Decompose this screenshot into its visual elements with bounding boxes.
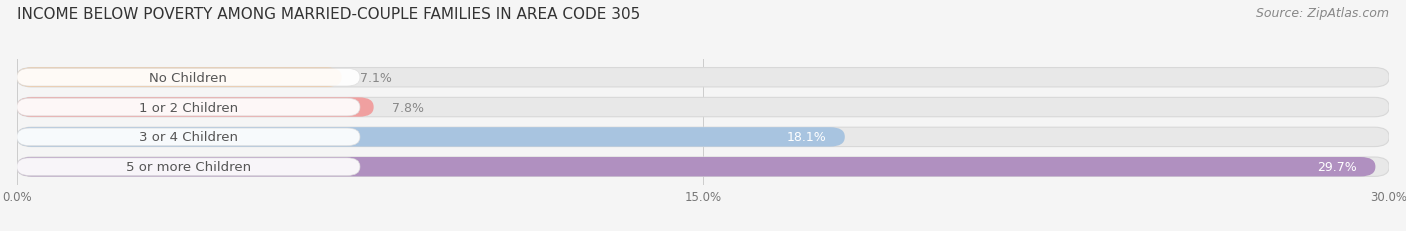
FancyBboxPatch shape: [17, 68, 1389, 88]
FancyBboxPatch shape: [17, 98, 1389, 117]
FancyBboxPatch shape: [17, 69, 360, 87]
Text: 18.1%: 18.1%: [787, 131, 827, 144]
Text: 7.8%: 7.8%: [392, 101, 425, 114]
FancyBboxPatch shape: [17, 128, 1389, 147]
FancyBboxPatch shape: [17, 98, 374, 117]
FancyBboxPatch shape: [17, 157, 1375, 177]
Text: 3 or 4 Children: 3 or 4 Children: [139, 131, 238, 144]
FancyBboxPatch shape: [17, 128, 845, 147]
FancyBboxPatch shape: [17, 158, 360, 176]
FancyBboxPatch shape: [17, 99, 360, 116]
FancyBboxPatch shape: [17, 128, 360, 146]
Text: INCOME BELOW POVERTY AMONG MARRIED-COUPLE FAMILIES IN AREA CODE 305: INCOME BELOW POVERTY AMONG MARRIED-COUPL…: [17, 7, 640, 22]
Text: 1 or 2 Children: 1 or 2 Children: [139, 101, 238, 114]
FancyBboxPatch shape: [17, 157, 1389, 177]
FancyBboxPatch shape: [17, 68, 342, 88]
Text: 5 or more Children: 5 or more Children: [127, 161, 250, 173]
Text: 29.7%: 29.7%: [1317, 161, 1357, 173]
Text: Source: ZipAtlas.com: Source: ZipAtlas.com: [1256, 7, 1389, 20]
Text: No Children: No Children: [149, 71, 228, 84]
Text: 7.1%: 7.1%: [360, 71, 392, 84]
